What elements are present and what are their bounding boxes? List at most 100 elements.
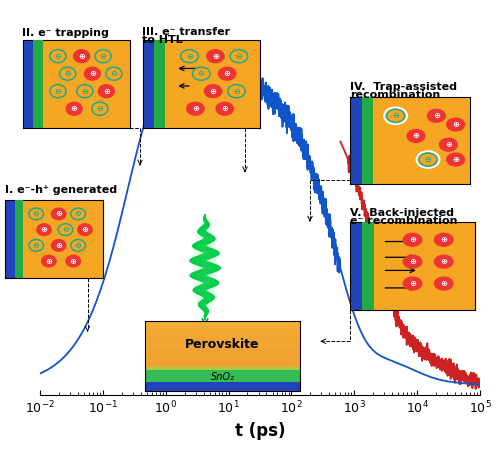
Bar <box>145 357 300 362</box>
Circle shape <box>52 239 66 251</box>
Circle shape <box>446 118 464 131</box>
Text: ⊕: ⊕ <box>210 87 216 96</box>
Circle shape <box>446 153 464 166</box>
Text: ⊕: ⊕ <box>412 132 420 141</box>
Text: ⊕: ⊕ <box>445 140 452 149</box>
Circle shape <box>36 224 52 236</box>
Bar <box>145 362 300 367</box>
Circle shape <box>407 129 425 142</box>
Bar <box>145 321 300 367</box>
X-axis label: t (ps): t (ps) <box>235 422 285 440</box>
Bar <box>145 367 300 370</box>
Text: II. e⁻ trapping: II. e⁻ trapping <box>22 28 110 38</box>
Text: ⊕: ⊕ <box>103 87 110 96</box>
Bar <box>145 334 300 339</box>
Text: ⊕: ⊕ <box>55 241 62 250</box>
Bar <box>350 222 372 310</box>
Bar <box>145 324 300 329</box>
Bar <box>14 200 24 278</box>
Text: ⊖: ⊖ <box>64 69 71 78</box>
Circle shape <box>186 102 204 115</box>
Text: ⊖: ⊖ <box>74 241 82 250</box>
Bar <box>145 329 300 334</box>
Text: ⊖: ⊖ <box>236 52 242 61</box>
Text: V.  Back-injected: V. Back-injected <box>350 207 454 217</box>
Text: ⊕: ⊕ <box>409 235 416 244</box>
Text: ⊖: ⊖ <box>96 104 103 113</box>
Bar <box>145 352 300 357</box>
Text: ⊖: ⊖ <box>32 209 40 219</box>
Bar <box>33 40 43 128</box>
Text: e⁻ recombination: e⁻ recombination <box>350 216 458 225</box>
Text: ⊕: ⊕ <box>440 235 448 244</box>
Text: ⊕: ⊕ <box>221 104 228 113</box>
Text: Perovskite: Perovskite <box>185 338 260 351</box>
Text: ⊕: ⊕ <box>70 104 78 113</box>
Text: IV.  Trap-assisted: IV. Trap-assisted <box>350 82 457 92</box>
Circle shape <box>440 138 458 151</box>
Text: SnO₂: SnO₂ <box>210 372 234 382</box>
Text: ⊖: ⊖ <box>54 52 62 61</box>
Text: ⊕: ⊕ <box>78 52 85 61</box>
Text: ⊖: ⊖ <box>54 87 62 96</box>
Text: ⊕: ⊕ <box>440 279 448 288</box>
Circle shape <box>66 102 82 115</box>
Text: I. e⁻-h⁺ generated: I. e⁻-h⁺ generated <box>5 185 117 195</box>
Bar <box>142 40 164 128</box>
Circle shape <box>403 255 422 268</box>
Text: to HTL: to HTL <box>142 35 183 44</box>
Text: ⊕: ⊕ <box>452 155 459 164</box>
Circle shape <box>403 277 422 290</box>
Text: ⊕: ⊕ <box>40 225 48 234</box>
Bar <box>145 343 300 348</box>
Text: ⊖: ⊖ <box>392 111 399 120</box>
Bar <box>5 200 22 278</box>
Circle shape <box>98 84 114 98</box>
Text: ⊕: ⊕ <box>89 69 96 78</box>
Text: ⊖: ⊖ <box>62 225 69 234</box>
Text: ⊖: ⊖ <box>74 209 82 219</box>
Text: III. e⁻ transfer: III. e⁻ transfer <box>142 26 231 36</box>
Bar <box>350 97 372 184</box>
Circle shape <box>74 49 90 63</box>
Text: ⊖: ⊖ <box>186 52 193 61</box>
Circle shape <box>52 208 66 220</box>
Bar <box>362 222 374 310</box>
Text: ⊕: ⊕ <box>409 257 416 266</box>
Ellipse shape <box>194 220 216 314</box>
Bar <box>145 382 300 391</box>
Text: ⊕: ⊕ <box>82 225 88 234</box>
Circle shape <box>434 255 453 268</box>
Circle shape <box>42 255 56 267</box>
Circle shape <box>84 67 100 80</box>
Circle shape <box>204 84 222 98</box>
Text: ⊕: ⊕ <box>440 257 448 266</box>
Bar <box>362 97 372 184</box>
Text: ⊕: ⊕ <box>46 256 52 266</box>
Text: ⊖: ⊖ <box>233 87 240 96</box>
Text: recombination: recombination <box>350 90 440 100</box>
Text: ⊕: ⊕ <box>452 120 459 129</box>
Text: ⊕: ⊕ <box>55 209 62 219</box>
Text: ⊕: ⊕ <box>409 279 416 288</box>
Text: ⊖: ⊖ <box>424 155 432 164</box>
Text: ⊕: ⊕ <box>224 69 230 78</box>
Bar <box>154 40 164 128</box>
Text: ⊖: ⊖ <box>198 69 205 78</box>
Text: ⊖: ⊖ <box>32 241 40 250</box>
Bar <box>145 370 300 382</box>
Text: ⊕: ⊕ <box>192 104 199 113</box>
Bar <box>145 339 300 343</box>
Circle shape <box>218 67 236 80</box>
Text: ⊖: ⊖ <box>100 52 106 61</box>
Bar <box>22 40 42 128</box>
Bar <box>145 348 300 353</box>
Text: ⊖: ⊖ <box>82 87 88 96</box>
Text: ⊕: ⊕ <box>433 111 440 120</box>
Circle shape <box>66 255 80 267</box>
Circle shape <box>78 224 92 236</box>
Circle shape <box>428 109 446 123</box>
Bar <box>145 320 300 325</box>
Circle shape <box>434 277 453 290</box>
Text: ⊖: ⊖ <box>110 69 117 78</box>
